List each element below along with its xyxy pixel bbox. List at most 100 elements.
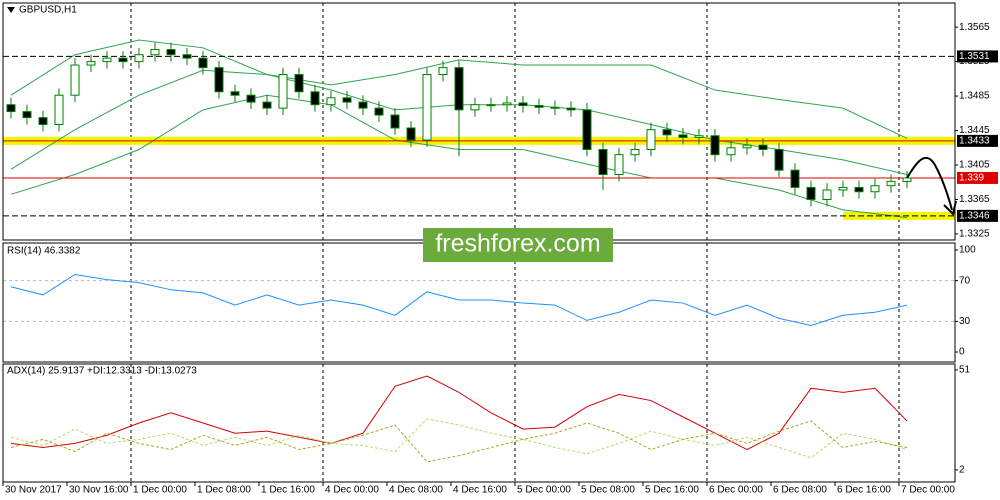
x-tick-label: 1 Dec 16:00	[261, 485, 315, 496]
candle-body	[150, 49, 160, 56]
candle-body	[70, 64, 80, 96]
candle-body	[598, 149, 608, 176]
candle-body	[470, 104, 480, 111]
candle-body	[886, 180, 896, 187]
candle-body	[502, 102, 512, 106]
watermark: freshforex.com	[435, 230, 600, 258]
level-box	[957, 50, 998, 63]
y-tick-label: 1.3365	[959, 194, 990, 205]
candle-body	[870, 185, 880, 193]
adx-panel-frame	[2, 363, 956, 483]
x-tick-label: 6 Dec 00:00	[709, 485, 763, 496]
candle-body	[102, 57, 112, 63]
rsi-title: RSI(14) 46.3382	[7, 246, 81, 257]
candle-body	[230, 91, 240, 96]
bollinger-band	[10, 39, 908, 139]
candle-body	[854, 186, 864, 193]
y-tick-label: 0	[959, 347, 965, 358]
level-label: 1.3531	[959, 51, 990, 62]
candle-body	[310, 91, 320, 106]
candle-body	[454, 67, 464, 111]
level-box	[957, 209, 998, 222]
candle-body	[678, 134, 688, 138]
indicator-line	[10, 273, 908, 327]
y-tick-label: 1.3565	[959, 22, 990, 33]
price-title: GBPUSD,H1	[19, 5, 77, 16]
candle-body	[438, 67, 448, 76]
candle-body	[6, 104, 16, 113]
candle-body	[662, 129, 672, 136]
x-tick-label: 4 Dec 08:00	[389, 485, 443, 496]
x-tick-label: 6 Dec 08:00	[773, 485, 827, 496]
level-label: 1.3433	[959, 136, 990, 147]
candle-body	[550, 106, 560, 109]
x-tick-label: 7 Dec 00:00	[901, 485, 955, 496]
x-tick-label: 30 Nov 16:00	[69, 485, 129, 496]
x-tick-label: 1 Dec 08:00	[197, 485, 251, 496]
x-tick-label: 5 Dec 08:00	[581, 485, 635, 496]
candle-body	[742, 144, 752, 149]
level-box	[957, 134, 998, 147]
symbol-icon	[7, 7, 15, 13]
candle-body	[694, 135, 704, 138]
candle-body	[182, 54, 192, 59]
candle-body	[406, 127, 416, 141]
candle-body	[534, 105, 544, 108]
candle-body	[486, 104, 496, 107]
level-label: 1.339	[959, 173, 984, 184]
candle-body	[342, 97, 352, 103]
x-tick-label: 5 Dec 00:00	[517, 485, 571, 496]
forecast-arrowhead	[943, 200, 957, 216]
candle-body	[374, 107, 384, 116]
candle-body	[422, 74, 432, 141]
candle-body	[278, 74, 288, 109]
y-tick-label: 100	[959, 245, 976, 256]
candle-body	[262, 101, 272, 109]
y-tick-label: 1.3325	[959, 229, 990, 240]
candle-body	[774, 149, 784, 171]
candle-body	[214, 67, 224, 93]
candle-body	[166, 49, 176, 56]
candle-body	[902, 177, 912, 182]
candle-body	[726, 147, 736, 156]
candle-body	[38, 117, 48, 126]
candle-body	[326, 97, 336, 106]
candle-body	[294, 74, 304, 93]
plot-layer	[2, 3, 958, 486]
x-tick-label: 4 Dec 16:00	[453, 485, 507, 496]
candle-body	[806, 186, 816, 200]
x-tick-label: 6 Dec 16:00	[837, 485, 891, 496]
candle-body	[614, 154, 624, 176]
candle-body	[710, 135, 720, 156]
adx-title: ADX(14) 25.9137 +DI:12.3313 -DI:13.0273	[7, 366, 197, 377]
candle-body	[790, 169, 800, 188]
x-tick-label: 5 Dec 16:00	[645, 485, 699, 496]
candle-body	[358, 101, 368, 109]
watermark-box	[423, 228, 613, 262]
candle-body	[198, 57, 208, 69]
candle-body	[22, 111, 32, 119]
candle-body	[134, 54, 144, 63]
indicator-line	[10, 418, 908, 459]
candle-body	[646, 129, 656, 151]
level-box	[957, 171, 998, 184]
candle-body	[86, 61, 96, 66]
x-tick-label: 30 Nov 2017	[5, 485, 62, 496]
candle-body	[118, 57, 128, 63]
y-tick-label: 30	[959, 316, 971, 327]
candle-body	[566, 107, 576, 111]
y-tick-label: 70	[959, 275, 971, 286]
y-tick-label: 1.3485	[959, 91, 990, 102]
level-label: 1.3346	[959, 211, 990, 222]
indicator-line	[10, 420, 908, 463]
y-tick-label: 2	[959, 465, 965, 476]
candle-body	[630, 149, 640, 156]
y-tick-label: 1.3405	[959, 160, 990, 171]
x-tick-label: 4 Dec 00:00	[325, 485, 379, 496]
candle-body	[838, 186, 848, 191]
candle-body	[246, 94, 256, 103]
candle-body	[518, 102, 528, 107]
y-tick-label: 51	[959, 365, 971, 376]
candle-body	[582, 109, 592, 151]
